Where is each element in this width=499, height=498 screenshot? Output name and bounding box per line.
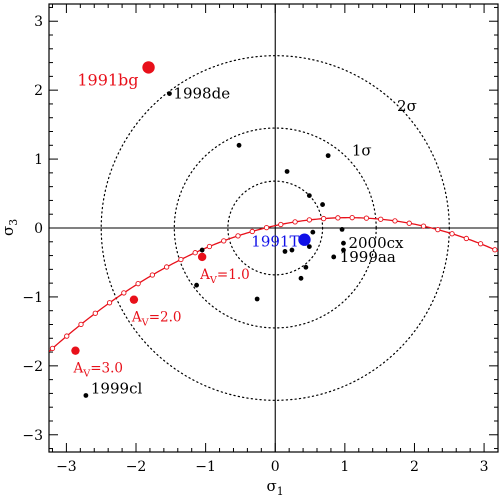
contour-label-1sigma: 1σ — [352, 142, 372, 160]
av-marker-3 — [71, 346, 80, 355]
extinction-curve-marker — [349, 215, 355, 221]
extinction-curve-marker — [335, 215, 341, 221]
extinction-curve-marker — [463, 235, 469, 242]
x-tick-label: −1 — [195, 459, 216, 475]
data-point-s1-16 — [298, 275, 304, 281]
extinction-curve-marker — [206, 243, 213, 250]
data-point-s1-5 — [306, 193, 312, 199]
x-tick-label: 0 — [271, 459, 280, 475]
data-point-s1-8 — [310, 229, 316, 235]
point-label-1991T: 1991T — [251, 233, 299, 251]
extinction-curve-marker — [449, 231, 455, 237]
y-axis-label: σ3 — [0, 219, 20, 236]
point-label-2000cx: 2000cx — [348, 234, 404, 252]
extinction-curve-marker — [235, 233, 241, 239]
extinction-curve-marker — [149, 272, 156, 278]
extinction-curve-marker — [363, 215, 370, 221]
extinction-curve-marker — [392, 218, 398, 224]
x-tick-label: −3 — [56, 459, 77, 475]
data-point-s1-17 — [199, 247, 205, 253]
y-tick-label: −3 — [22, 428, 43, 444]
contour-label-2sigma: 2σ — [397, 97, 417, 115]
extinction-curve-marker — [249, 228, 255, 235]
extinction-curve-marker — [192, 250, 198, 256]
data-point-s1-13 — [289, 247, 295, 253]
extinction-curve-marker — [435, 226, 441, 233]
x-tick-label: −2 — [126, 459, 147, 475]
extinction-curve-marker — [92, 310, 98, 316]
x-tick-label: 2 — [410, 459, 419, 475]
extinction-curve-marker — [320, 215, 327, 222]
y-tick-label: 2 — [34, 83, 43, 99]
extinction-curve-marker — [64, 333, 70, 339]
data-point-s1-11 — [331, 254, 337, 260]
extinction-curve-marker — [420, 223, 427, 229]
point-label-1999cl: 1999cl — [91, 379, 143, 397]
extinction-curve-marker — [406, 220, 412, 226]
y-tick-label: 3 — [34, 14, 43, 30]
av-label-2: AV=2.0 — [131, 310, 182, 329]
extinction-curve-marker — [278, 221, 284, 228]
data-point-s1-2 — [236, 142, 242, 148]
extinction-curve-marker — [121, 290, 127, 296]
data-point-s1-10 — [341, 247, 346, 253]
data-point-s1-7 — [339, 226, 345, 232]
data-point-s1-1 — [167, 91, 172, 96]
points-layer — [83, 61, 346, 398]
y-tick-label: 0 — [34, 221, 43, 237]
extinction-curve-marker — [378, 216, 384, 222]
extinction-curve-marker — [221, 238, 227, 244]
extinction-curve-marker — [292, 219, 298, 225]
y-tick-label: 1 — [34, 152, 43, 168]
av-marker-1 — [197, 252, 207, 262]
extinction-curve-marker — [49, 345, 56, 352]
data-point-s1-6 — [320, 202, 325, 207]
data-point-s1-4 — [325, 153, 331, 159]
point-label-1998de: 1998de — [173, 85, 230, 103]
data-point-s1-3 — [284, 169, 290, 174]
data-point-s1-14 — [282, 249, 288, 254]
av-marker-2 — [129, 295, 139, 304]
data-point-s1-12 — [306, 244, 312, 250]
data-point-s1-9 — [341, 240, 346, 246]
data-point-s1-19 — [254, 296, 260, 302]
y-tick-label: −2 — [22, 359, 43, 375]
data-point-s1-15 — [303, 264, 309, 270]
x-axis-label: σ1 — [267, 477, 284, 498]
extinction-curve-marker — [263, 225, 270, 231]
extinction-curve-marker — [78, 321, 84, 328]
extinction-curve-clip-group — [49, 215, 498, 352]
data-point-s3-1 — [298, 233, 311, 246]
point-label-1999aa: 1999aa — [340, 248, 396, 266]
av-label-3: AV=3.0 — [72, 361, 123, 380]
data-point-s1-18 — [194, 282, 199, 288]
data-point-s1-20 — [83, 393, 89, 398]
extinction-curve-layer — [49, 215, 498, 355]
labels-layer: 1σ 2σ AV=1.0 AV=2.0 AV=3.0 1998de 2000cx1999aa… — [72, 70, 416, 397]
extinction-curve-marker — [106, 300, 113, 306]
extinction-curve-marker — [135, 281, 141, 287]
y-tick-label: −1 — [22, 290, 43, 306]
extinction-curve-marker — [178, 256, 184, 263]
x-tick-label: 1 — [340, 459, 349, 475]
extinction-curve-marker — [163, 264, 170, 270]
av-label-1: AV=1.0 — [199, 267, 250, 286]
point-label-1991bg: 1991bg — [77, 70, 138, 89]
data-point-s2-1 — [142, 61, 155, 74]
axes-layer: −3 −2 −1 0 1 2 3 −3 −2 −1 0 1 2 3 σ1 σ3 — [0, 3, 499, 498]
extinction-curve-marker — [477, 241, 484, 247]
x-tick-label: 3 — [480, 459, 489, 475]
extinction-curve-marker — [492, 247, 498, 253]
extinction-curve-marker — [306, 217, 313, 223]
